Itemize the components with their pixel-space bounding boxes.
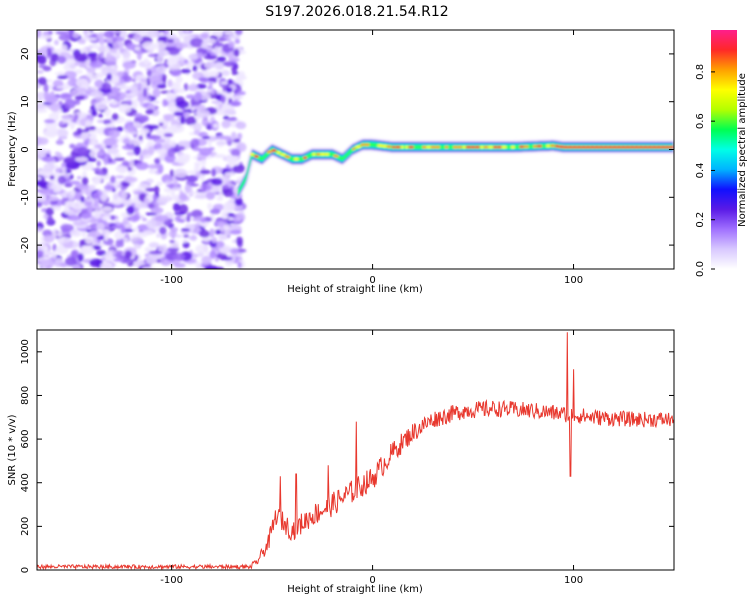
snr-frame <box>36 329 675 571</box>
colorbar-tick: 0.8 <box>695 64 715 80</box>
snr-ytick: 200 <box>20 517 674 536</box>
spectrogram-xtick-label: 0 <box>369 275 375 286</box>
spectrogram-ytick-label: 20 <box>20 48 31 61</box>
spectrogram-ytick: -10 <box>20 189 674 205</box>
snr-ytick-label: 200 <box>20 517 31 536</box>
snr-ytick-label: 0 <box>20 567 31 573</box>
signal-ridge <box>234 137 674 200</box>
snr-xtick-label: 0 <box>369 575 375 586</box>
snr-ytick: 800 <box>20 386 674 405</box>
colorbar-tick: 0.4 <box>695 162 715 178</box>
spectrogram-xtick-label: -100 <box>160 275 183 286</box>
spectrogram-xtick: 100 <box>564 30 583 286</box>
colorbar-tick: 0.2 <box>695 212 715 228</box>
snr-xtick-label: -100 <box>160 575 183 586</box>
spectrogram-ytick: 20 <box>20 48 674 61</box>
snr-xtick: 100 <box>564 330 583 586</box>
snr-ytick-label: 400 <box>20 473 31 492</box>
colorbar-tick-label: 0.6 <box>695 113 706 129</box>
spectrogram-xlabel: Height of straight line (km) <box>287 284 423 295</box>
colorbar: 0.0 0.2 0.4 0.6 0.8 Normalized spectral ampl… <box>695 30 748 277</box>
snr-ytick: 400 <box>20 473 674 492</box>
spectrogram-image <box>37 30 674 269</box>
colorbar-tick-label: 0.8 <box>695 64 706 80</box>
spectrogram-xtick: 0 <box>369 30 376 286</box>
colorbar-label: Normalized spectral amplitude <box>737 73 748 227</box>
snr-ytick: 600 <box>20 430 674 449</box>
spectrogram-ytick: 10 <box>20 95 674 108</box>
spectrogram-ytick: 0 <box>20 146 674 153</box>
spectrogram-xtick: -100 <box>160 30 183 286</box>
snr-ytick-label: 1000 <box>20 339 31 364</box>
colorbar-tick: 0.0 <box>695 261 715 277</box>
spectrogram-ytick-label: 10 <box>20 95 31 108</box>
snr-ytick: 0 <box>20 567 674 573</box>
spectrogram-xtick-label: 100 <box>564 275 583 286</box>
figure-title: S197.2026.018.21.54.R12 <box>265 4 448 20</box>
spectrogram-ytick-label: 0 <box>20 146 31 152</box>
snr-ytick-label: 800 <box>20 386 31 405</box>
colorbar-tick: 0.6 <box>695 113 715 129</box>
colorbar-tick-label: 0.4 <box>695 162 706 178</box>
snr-xtick: -100 <box>160 330 183 586</box>
snr-ytick: 1000 <box>20 339 674 365</box>
spectrogram-ytick: -20 <box>20 237 674 253</box>
noise-blobs <box>37 30 247 269</box>
snr-panel: -100 0 100 0 200 400 600 800 1000 Height of str… <box>7 329 675 595</box>
snr-series-line <box>37 332 674 570</box>
colorbar-gradient <box>711 30 737 269</box>
snr-ytick-label: 600 <box>20 430 31 449</box>
colorbar-tick-label: 0.2 <box>695 212 706 228</box>
spectrogram-ytick-label: -20 <box>20 237 31 253</box>
snr-xtick-label: 100 <box>564 575 583 586</box>
snr-ylabel: SNR (10 * v/v) <box>7 414 18 485</box>
snr-xlabel: Height of straight line (km) <box>287 584 423 595</box>
snr-xtick: 0 <box>369 330 376 586</box>
spectrogram-ytick-label: -10 <box>20 189 31 205</box>
colorbar-tick-label: 0.0 <box>695 261 706 277</box>
spectrogram-ylabel: Frequency (Hz) <box>7 111 18 187</box>
